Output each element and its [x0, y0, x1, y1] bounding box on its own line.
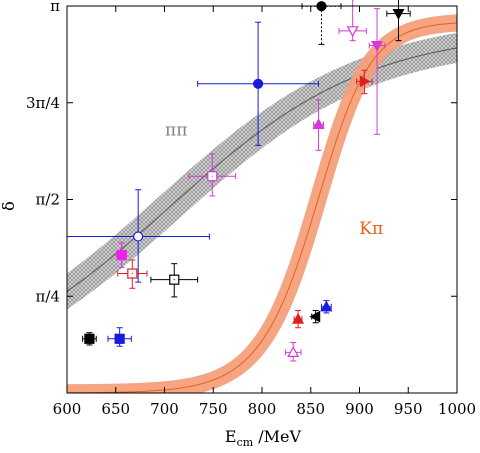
- band-central-line: [67, 47, 457, 292]
- x-tick-label: 600: [53, 400, 82, 418]
- data-point: [66, 189, 210, 283]
- x-tick-label: 1000: [438, 400, 476, 418]
- data-point: [301, 1, 342, 45]
- x-tick-label: 850: [296, 400, 325, 418]
- band-central-line: [67, 22, 457, 393]
- data-point: [338, 0, 367, 42]
- data-point: [116, 242, 127, 268]
- data-point: [356, 69, 373, 95]
- point-marker: [253, 78, 264, 89]
- point-marker: [320, 300, 333, 312]
- point-center: [131, 272, 133, 275]
- x-tick-label: 900: [345, 400, 374, 418]
- x-tick-label: 650: [101, 400, 130, 418]
- band-area: [67, 32, 457, 310]
- point-marker: [392, 8, 405, 20]
- x-tick-label: 800: [248, 400, 277, 418]
- data-point: [292, 309, 305, 329]
- annotations: ππ Kπ: [165, 121, 383, 240]
- y-tick-label: π/2: [36, 191, 60, 209]
- data-point: [320, 300, 333, 314]
- point-marker: [114, 333, 125, 344]
- data-point: [309, 309, 321, 324]
- band-label: Kπ: [359, 219, 383, 239]
- point-marker: [84, 333, 95, 344]
- data-point: [107, 327, 132, 347]
- points-layer: [66, 0, 411, 362]
- point-marker: [287, 346, 300, 357]
- data-point: [386, 0, 411, 42]
- data-point: [312, 99, 325, 151]
- data-point: [197, 21, 320, 146]
- y-axis: π/4 π/2 3π/4 π: [26, 0, 457, 305]
- x-tick-label: 950: [394, 400, 423, 418]
- data-point: [150, 263, 199, 298]
- x-axis-title: Ecm /MeV: [225, 427, 302, 449]
- x-tick-label: 700: [150, 400, 179, 418]
- data-point: [368, 8, 386, 135]
- point-center: [211, 175, 213, 177]
- point-marker: [371, 41, 384, 52]
- point-center: [173, 279, 175, 281]
- point-marker: [133, 231, 144, 242]
- data-point: [82, 332, 97, 346]
- y-tick-label: π: [50, 0, 60, 15]
- point-marker: [312, 118, 325, 130]
- bands-layer: [67, 14, 457, 393]
- point-marker: [346, 26, 359, 38]
- y-tick-label: 3π/4: [26, 94, 60, 112]
- data-point: [117, 259, 148, 289]
- point-marker: [359, 75, 371, 88]
- y-axis-title: δ: [0, 201, 18, 211]
- data-point: [284, 341, 302, 362]
- point-marker: [292, 312, 305, 324]
- data-point: [188, 153, 237, 197]
- point-marker: [309, 310, 321, 323]
- y-tick-label: π/4: [36, 287, 60, 305]
- x-tick-label: 750: [199, 400, 228, 418]
- x-axis: 600 650 700 750 800 850 900 950 1000: [53, 6, 476, 418]
- band-label: ππ: [165, 121, 187, 141]
- point-marker: [116, 249, 127, 261]
